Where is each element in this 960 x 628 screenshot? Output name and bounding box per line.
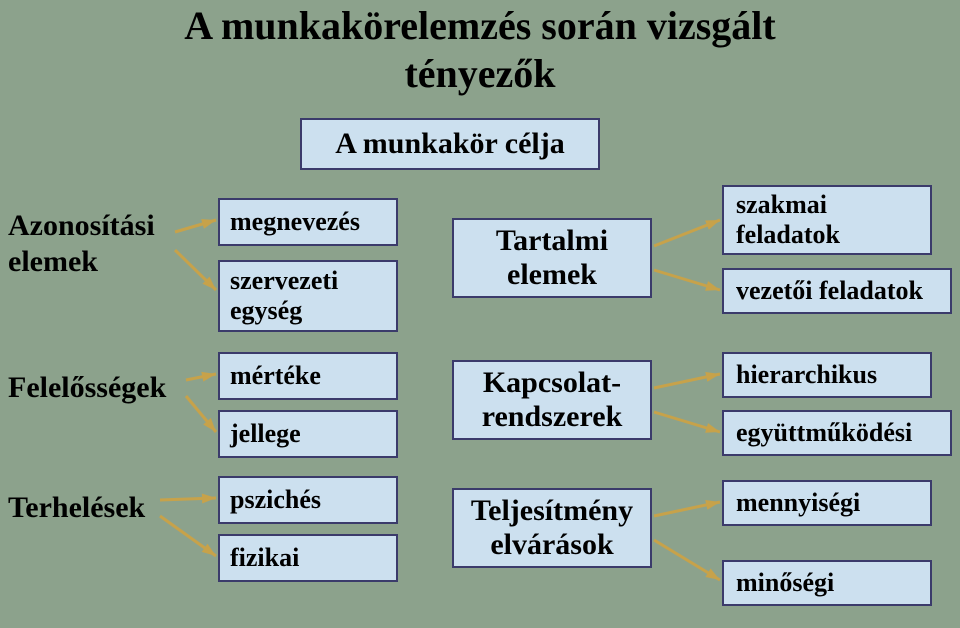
node-azonositasi: Azonosításielemek — [8, 208, 208, 280]
node-szakmai-label-line: szakmai — [736, 190, 840, 220]
node-szakmai: szakmaifeladatok — [722, 185, 932, 255]
node-felelossegek: Felelősségek — [8, 370, 208, 406]
node-egy: együttműködési — [722, 410, 952, 456]
node-minos-label: minőségi — [736, 568, 834, 598]
node-terhelesek: Terhelések — [8, 490, 208, 526]
node-szervezeti: szervezetiegység — [218, 260, 398, 332]
node-tartalmi: Tartalmielemek — [452, 218, 652, 298]
node-pszi: pszichés — [218, 476, 398, 524]
node-tartalmi-label-line: Tartalmi — [496, 224, 608, 258]
node-fizi-label: fizikai — [230, 543, 299, 573]
node-kapcs: Kapcsolat-rendszerek — [452, 360, 652, 440]
node-celja: A munkakör célja — [300, 118, 600, 170]
node-kapcs-label-line: Kapcsolat- — [482, 366, 623, 400]
node-kapcs-label-line: rendszerek — [482, 400, 623, 434]
node-azonositasi-label-line: Azonosítási — [8, 208, 208, 244]
node-merteke: mértéke — [218, 352, 398, 400]
node-telj-label-line: Teljesítmény — [471, 494, 633, 528]
node-telj-label: Teljesítményelvárások — [471, 494, 633, 562]
node-azonositasi-label-line: elemek — [8, 244, 208, 280]
node-felelossegek-label-line: Felelősségek — [8, 370, 208, 406]
node-tartalmi-label: Tartalmielemek — [496, 224, 608, 292]
diagram-stage: A munkakörelemzés során vizsgálttényezők… — [0, 0, 960, 628]
node-jellege-label: jellege — [230, 419, 301, 449]
node-menny: mennyiségi — [722, 480, 932, 526]
node-szervezeti-label-line: egység — [230, 296, 338, 326]
node-egy-label: együttműködési — [736, 418, 912, 448]
node-megnevezes: megnevezés — [218, 198, 398, 246]
node-celja-label: A munkakör célja — [335, 127, 564, 161]
node-megnevezes-label: megnevezés — [230, 207, 360, 237]
node-szakmai-label: szakmaifeladatok — [736, 190, 840, 250]
node-szervezeti-label-line: szervezeti — [230, 266, 338, 296]
node-minos: minőségi — [722, 560, 932, 606]
node-menny-label: mennyiségi — [736, 488, 860, 518]
node-telj-label-line: elvárások — [471, 528, 633, 562]
node-fizi: fizikai — [218, 534, 398, 582]
node-jellege: jellege — [218, 410, 398, 458]
node-szakmai-label-line: feladatok — [736, 220, 840, 250]
node-telj: Teljesítményelvárások — [452, 488, 652, 568]
page-title-line2: tényezők — [0, 50, 960, 97]
node-tartalmi-label-line: elemek — [496, 258, 608, 292]
node-merteke-label: mértéke — [230, 361, 321, 391]
node-szervezeti-label: szervezetiegység — [230, 266, 338, 326]
page-title-line1: A munkakörelemzés során vizsgált — [0, 2, 960, 49]
node-hier: hierarchikus — [722, 352, 932, 398]
node-terhelesek-label-line: Terhelések — [8, 490, 208, 526]
node-hier-label: hierarchikus — [736, 360, 877, 390]
node-pszi-label: pszichés — [230, 485, 321, 515]
node-kapcs-label: Kapcsolat-rendszerek — [482, 366, 623, 434]
node-vezetoi: vezetői feladatok — [722, 268, 952, 314]
node-vezetoi-label: vezetői feladatok — [736, 276, 923, 306]
